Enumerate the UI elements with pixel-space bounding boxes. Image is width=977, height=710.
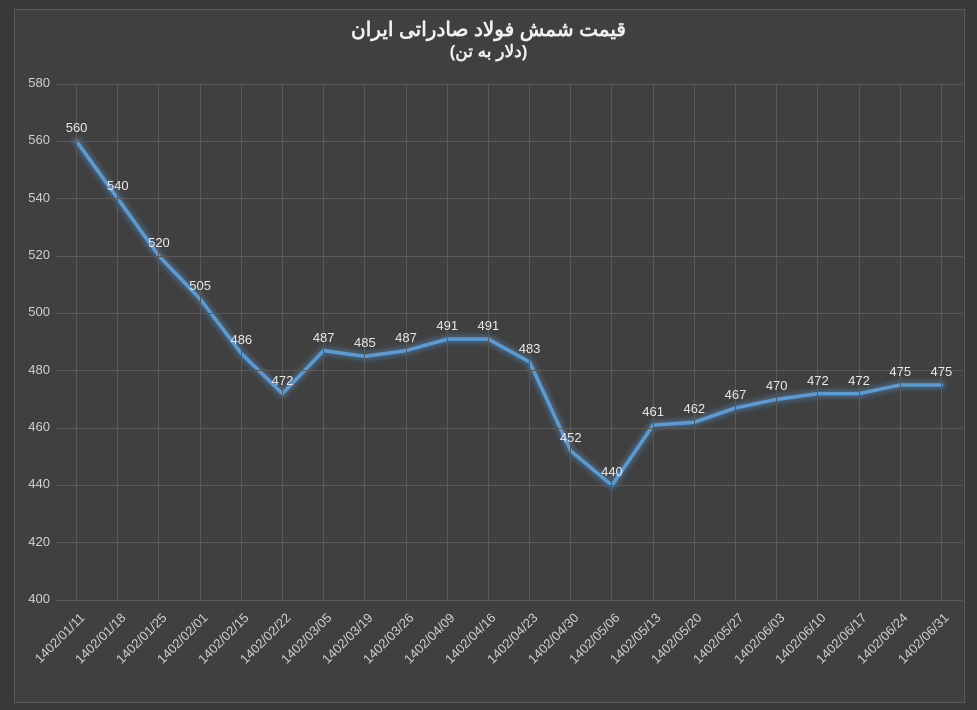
y-axis-tick-label: 400 — [28, 591, 50, 606]
data-point-label: 475 — [931, 364, 953, 379]
data-point-label: 540 — [107, 178, 129, 193]
grid-line-h — [56, 256, 962, 257]
data-point-label: 505 — [189, 278, 211, 293]
data-point-label: 483 — [519, 341, 541, 356]
line-chart: قیمت شمش فولاد صادراتی ایران (دلار به تن… — [0, 0, 977, 710]
grid-line-v — [76, 84, 77, 600]
grid-line-h — [56, 428, 962, 429]
grid-line-v — [570, 84, 571, 600]
grid-line-v — [735, 84, 736, 600]
grid-line-v — [488, 84, 489, 600]
data-point-label: 487 — [395, 330, 417, 345]
grid-line-v — [900, 84, 901, 600]
y-axis-tick-label: 420 — [28, 534, 50, 549]
y-axis-tick-label: 480 — [28, 362, 50, 377]
data-point-label: 475 — [889, 364, 911, 379]
data-point-label: 440 — [601, 464, 623, 479]
data-point-label: 491 — [436, 318, 458, 333]
data-point-label: 472 — [807, 373, 829, 388]
data-point-label: 491 — [478, 318, 500, 333]
grid-line-v — [611, 84, 612, 600]
grid-line-h — [56, 198, 962, 199]
grid-line-h — [56, 84, 962, 85]
data-point-label: 452 — [560, 430, 582, 445]
grid-line-v — [941, 84, 942, 600]
grid-line-h — [56, 141, 962, 142]
grid-line-v — [447, 84, 448, 600]
grid-line-h — [56, 485, 962, 486]
data-point-label: 470 — [766, 378, 788, 393]
grid-line-h — [56, 542, 962, 543]
y-axis-tick-label: 440 — [28, 476, 50, 491]
data-point-label: 520 — [148, 235, 170, 250]
y-axis-tick-label: 500 — [28, 304, 50, 319]
data-point-label: 461 — [642, 404, 664, 419]
y-axis-tick-label: 520 — [28, 247, 50, 262]
grid-line-v — [776, 84, 777, 600]
data-point-label: 485 — [354, 335, 376, 350]
data-point-label: 462 — [683, 401, 705, 416]
grid-line-v — [817, 84, 818, 600]
y-axis-tick-label: 540 — [28, 190, 50, 205]
data-point-label: 560 — [66, 120, 88, 135]
data-point-label: 487 — [313, 330, 335, 345]
data-point-label: 467 — [725, 387, 747, 402]
grid-line-v — [200, 84, 201, 600]
grid-line-h — [56, 370, 962, 371]
y-axis-tick-label: 560 — [28, 132, 50, 147]
data-point-label: 472 — [848, 373, 870, 388]
y-axis-tick-label: 580 — [28, 75, 50, 90]
grid-line-h — [56, 313, 962, 314]
grid-line-v — [694, 84, 695, 600]
data-point-label: 472 — [272, 373, 294, 388]
grid-line-h — [56, 600, 962, 601]
grid-line-v — [282, 84, 283, 600]
grid-line-v — [859, 84, 860, 600]
data-point-label: 486 — [230, 332, 252, 347]
y-axis-tick-label: 460 — [28, 419, 50, 434]
grid-line-v — [653, 84, 654, 600]
grid-line-v — [117, 84, 118, 600]
grid-line-v — [158, 84, 159, 600]
